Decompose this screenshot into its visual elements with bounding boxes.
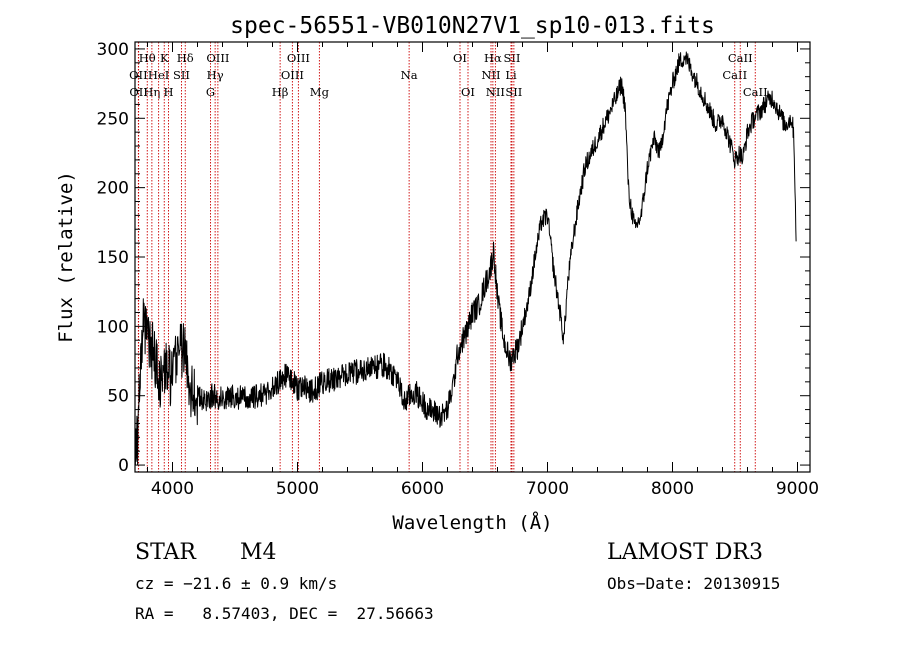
spectral-line-label: Hβ [272,85,289,99]
spectral-line-label: SII [173,68,190,82]
x-axis: 4000 5000 6000 7000 8000 9000 [147,42,819,499]
spectral-line-label: Hγ [207,68,224,82]
spectral-line-label: G [206,85,215,99]
spectral-line-label: NII [481,68,500,82]
plot-frame [134,41,811,473]
spectral-line-label: OIII [281,68,304,82]
spectral-line-label: OIII [287,51,310,65]
spectral-line-label: Hη [143,85,160,99]
object-subclass: M4 [240,540,277,565]
x-tick-label: 9000 [776,479,819,499]
x-axis-label: Wavelength (Å) [392,511,552,534]
spectral-line-label: Mg [310,85,330,99]
chart-title: spec-56551-VB010N27V1_sp10-013.fits [230,13,715,39]
y-tick-label: 200 [97,179,129,199]
spectral-line-label: OI [453,51,467,65]
spectral-line-label: K [160,51,169,65]
spectral-line-label: H [163,85,173,99]
redshift-cz: cz = −21.6 ± 0.9 km/s [135,574,338,593]
y-tick-label: 150 [97,248,129,268]
coordinates: RA = 8.57403, DEC = 27.56663 [135,604,434,623]
spectral-line-label: SII [504,51,521,65]
x-tick-label: 6000 [401,479,444,499]
x-tick-label: 4000 [151,479,194,499]
y-tick-label: 250 [97,109,129,129]
spectral-line-label: HeI [148,68,169,82]
spectral-line-label: CaII [722,68,747,82]
x-tick-label: 7000 [526,479,569,499]
y-axis-label: Flux (relative) [55,171,77,343]
y-tick-label: 0 [118,456,129,476]
spectral-line-label: NII [486,85,505,99]
obs-date: Obs−Date: 20130915 [607,574,781,593]
y-axis: 0 50 100 150 200 250 300 [97,40,810,476]
spectral-line-label: Hδ [177,51,194,65]
spectral-line-label: SII [505,85,522,99]
survey-name: LAMOST DR3 [607,540,763,565]
y-tick-label: 100 [97,317,129,337]
object-class: STAR [135,540,196,565]
spectral-line-label: OI [461,85,475,99]
spectral-line-label: Hθ [139,51,156,65]
spectral-line-label: Na [401,68,418,82]
spectral-line-label: CaII [743,85,768,99]
spectral-line-label: OII [129,85,148,99]
x-tick-label: 8000 [651,479,694,499]
spectral-line-label: OIII [206,51,229,65]
x-tick-label: 5000 [276,479,319,499]
spectrum-line [134,51,797,466]
y-tick-label: 300 [97,40,129,60]
y-tick-label: 50 [107,387,129,407]
spectral-line-label: Li [505,68,517,82]
spectral-line-label: CaII [728,51,753,65]
spectral-line-label: Hα [484,51,502,65]
